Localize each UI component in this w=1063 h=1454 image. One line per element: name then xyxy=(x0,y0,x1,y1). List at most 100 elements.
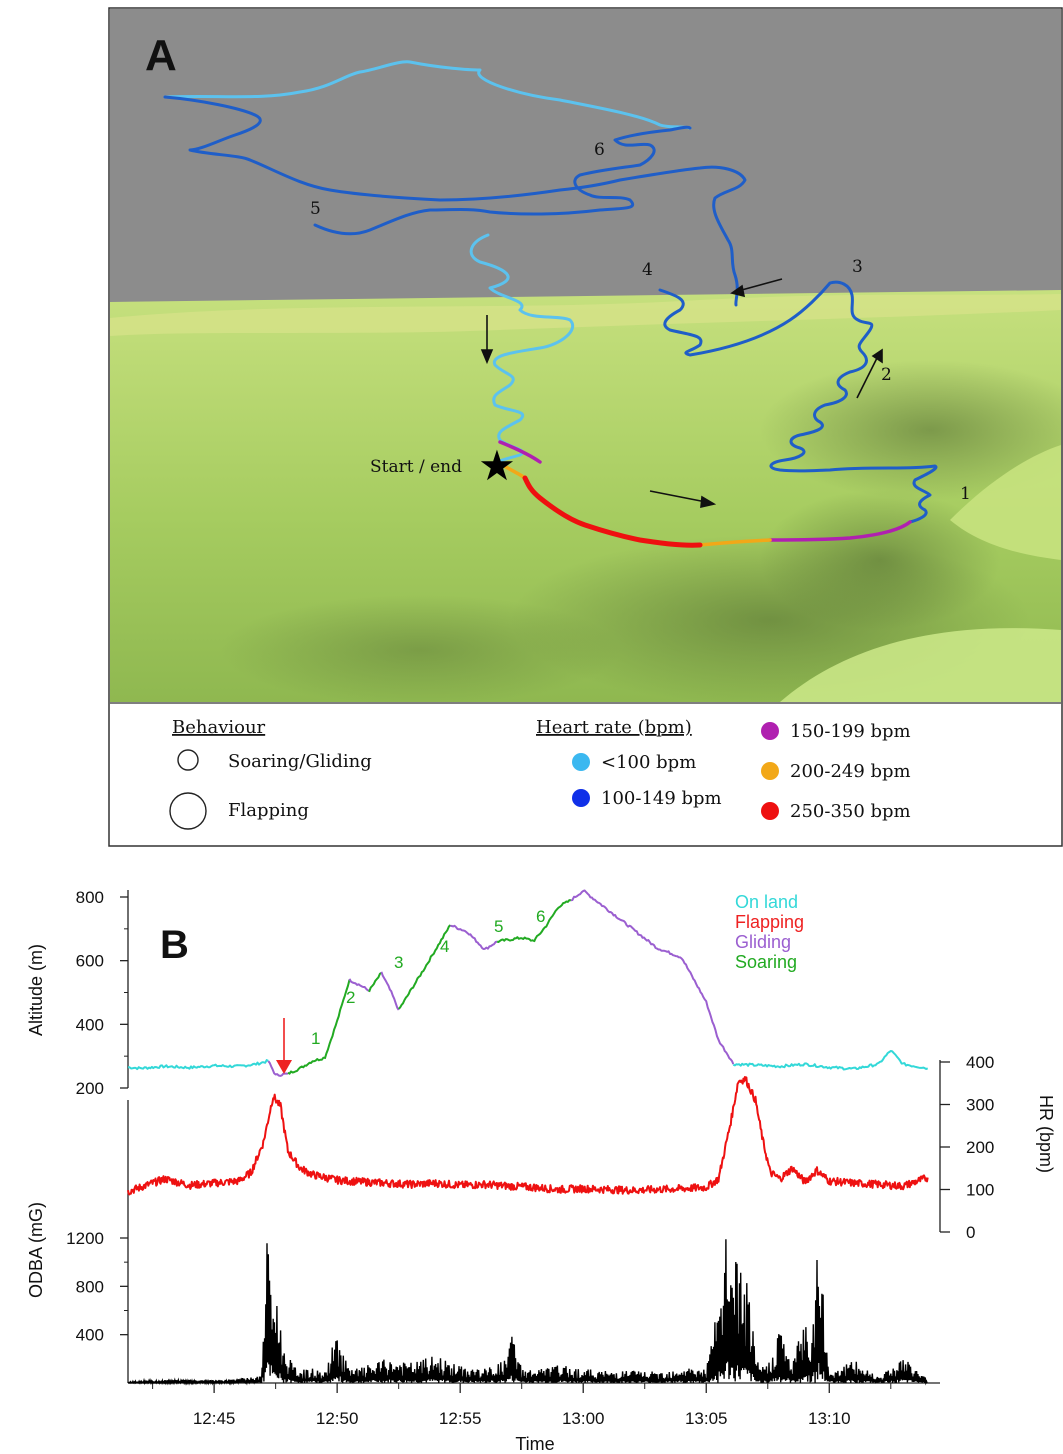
time-tick-label: 13:05 xyxy=(685,1409,728,1428)
altitude-series-line xyxy=(570,889,735,1065)
odba-ticks: 400 800 1200 xyxy=(66,1229,128,1345)
hr-label: 200-249 bpm xyxy=(790,761,911,782)
legend-gliding: Gliding xyxy=(735,932,791,952)
track-segment-low-hr xyxy=(163,60,692,130)
altitude-series-line xyxy=(533,899,571,943)
hr-label: 250-350 bpm xyxy=(790,801,911,822)
hr-tick-label: 0 xyxy=(966,1223,975,1242)
hr-dot-lt100 xyxy=(572,753,590,771)
arrow-head xyxy=(871,348,883,364)
altitude-series-line xyxy=(450,924,498,950)
climb-label: 3 xyxy=(394,953,403,972)
time-tick-label: 12:55 xyxy=(439,1409,482,1428)
terrain-hill xyxy=(780,628,1061,702)
arrow-head xyxy=(276,1060,292,1074)
arrow-head xyxy=(730,284,746,298)
flapping-symbol xyxy=(169,792,207,830)
sky xyxy=(110,9,1061,302)
track-segment-150-199 xyxy=(498,440,912,542)
panel-a: ★ Start / end 1 2 3 4 5 6 A Behaviour So… xyxy=(108,7,1063,847)
hr-label: <100 bpm xyxy=(601,752,696,773)
altitude-series-line xyxy=(368,971,382,993)
hr-series xyxy=(127,1076,929,1196)
altitude-series-line xyxy=(348,978,370,992)
track-label: 6 xyxy=(594,140,605,160)
track-segment-mid-hr xyxy=(313,125,692,236)
flight-track xyxy=(163,60,938,548)
altitude-series-line xyxy=(380,971,400,1011)
climb-labels: 1 2 3 4 5 6 xyxy=(311,907,545,1048)
altitude-axis-label: Altitude (m) xyxy=(26,944,46,1036)
climb-label: 5 xyxy=(494,917,503,936)
hr-title: Heart rate (bpm) xyxy=(536,717,692,738)
time-tick-label: 12:50 xyxy=(316,1409,359,1428)
altitude-series-line xyxy=(128,1059,269,1071)
altitude-series-line xyxy=(732,1050,929,1071)
track-segment-250-350 xyxy=(522,475,703,548)
arrow-up-right xyxy=(856,355,879,399)
odba-axis-label: ODBA (mG) xyxy=(26,1202,46,1298)
arrow-left xyxy=(737,278,783,292)
hr-series-line xyxy=(127,1076,929,1196)
time-tick-label: 13:00 xyxy=(562,1409,605,1428)
climb-label: 6 xyxy=(536,907,545,926)
time-axis-label: Time xyxy=(515,1434,554,1454)
flight-start-arrow xyxy=(276,1018,292,1074)
terrain-shadow xyxy=(760,490,1000,630)
hr-dot-150-199 xyxy=(761,722,779,740)
legend-flapping: Flapping xyxy=(735,912,804,932)
panel-b-label: B xyxy=(160,923,189,967)
soaring-symbol xyxy=(177,749,199,771)
track-label: 4 xyxy=(642,260,653,280)
track-segment-mid-hr xyxy=(163,95,747,307)
start-end-label: Start / end xyxy=(370,457,462,477)
direction-arrows xyxy=(480,278,883,509)
hr-label: 100-149 bpm xyxy=(601,788,722,809)
altitude-series-line xyxy=(398,924,452,1010)
track-segment-low-hr xyxy=(469,233,574,464)
terrain-ridge xyxy=(110,294,1061,336)
start-star: ★ xyxy=(478,441,516,490)
arrow-head xyxy=(480,349,494,365)
terrain-shadow xyxy=(760,360,1063,500)
altitude-tick-label: 200 xyxy=(76,1079,104,1098)
odba-tick-label: 400 xyxy=(76,1326,104,1345)
legend-on-land: On land xyxy=(735,892,798,912)
altitude-series-line xyxy=(287,1056,325,1075)
terrain-hill xyxy=(950,445,1061,560)
odba-series-line xyxy=(127,1239,928,1386)
soaring-label: Soaring/Gliding xyxy=(228,751,372,772)
climb-label: 2 xyxy=(346,988,355,1007)
altitude-series-line xyxy=(323,979,351,1060)
hr-tick-label: 100 xyxy=(966,1181,994,1200)
odba-tick-label: 800 xyxy=(76,1277,104,1296)
behaviour-title: Behaviour xyxy=(172,717,266,738)
arrow-right xyxy=(649,490,707,503)
climb-label: 1 xyxy=(311,1029,320,1048)
altitude-tick-label: 600 xyxy=(76,952,104,971)
climb-label: 4 xyxy=(440,937,449,956)
altitude-series-line xyxy=(496,936,535,943)
legend-b: On land Flapping Gliding Soaring xyxy=(735,892,804,972)
track-label: 2 xyxy=(881,365,892,385)
legend-soaring: Soaring xyxy=(735,952,797,972)
hr-tick-label: 300 xyxy=(966,1096,994,1115)
panel-a-label: A xyxy=(145,31,177,80)
hr-label: 150-199 bpm xyxy=(790,721,911,742)
track-label: 3 xyxy=(852,257,863,277)
time-tick-label: 13:10 xyxy=(808,1409,851,1428)
track-segment-mid-hr xyxy=(658,280,938,524)
terrain-shadow xyxy=(220,595,620,705)
hr-tick-label: 200 xyxy=(966,1138,994,1157)
altitude-tick-label: 400 xyxy=(76,1015,104,1034)
hr-tick-label: 400 xyxy=(966,1053,994,1072)
legend-a: Behaviour Soaring/Gliding Flapping Heart… xyxy=(169,717,911,830)
altitude-series xyxy=(128,889,929,1077)
track-label: 1 xyxy=(960,484,971,504)
hr-ticks: 0 100 200 300 400 xyxy=(940,1053,994,1242)
time-ticks: 12:45 12:50 12:55 13:00 13:05 13:10 xyxy=(152,1383,892,1428)
arrow-head xyxy=(700,495,717,509)
hr-axis-label: HR (bpm) xyxy=(1036,1095,1056,1173)
